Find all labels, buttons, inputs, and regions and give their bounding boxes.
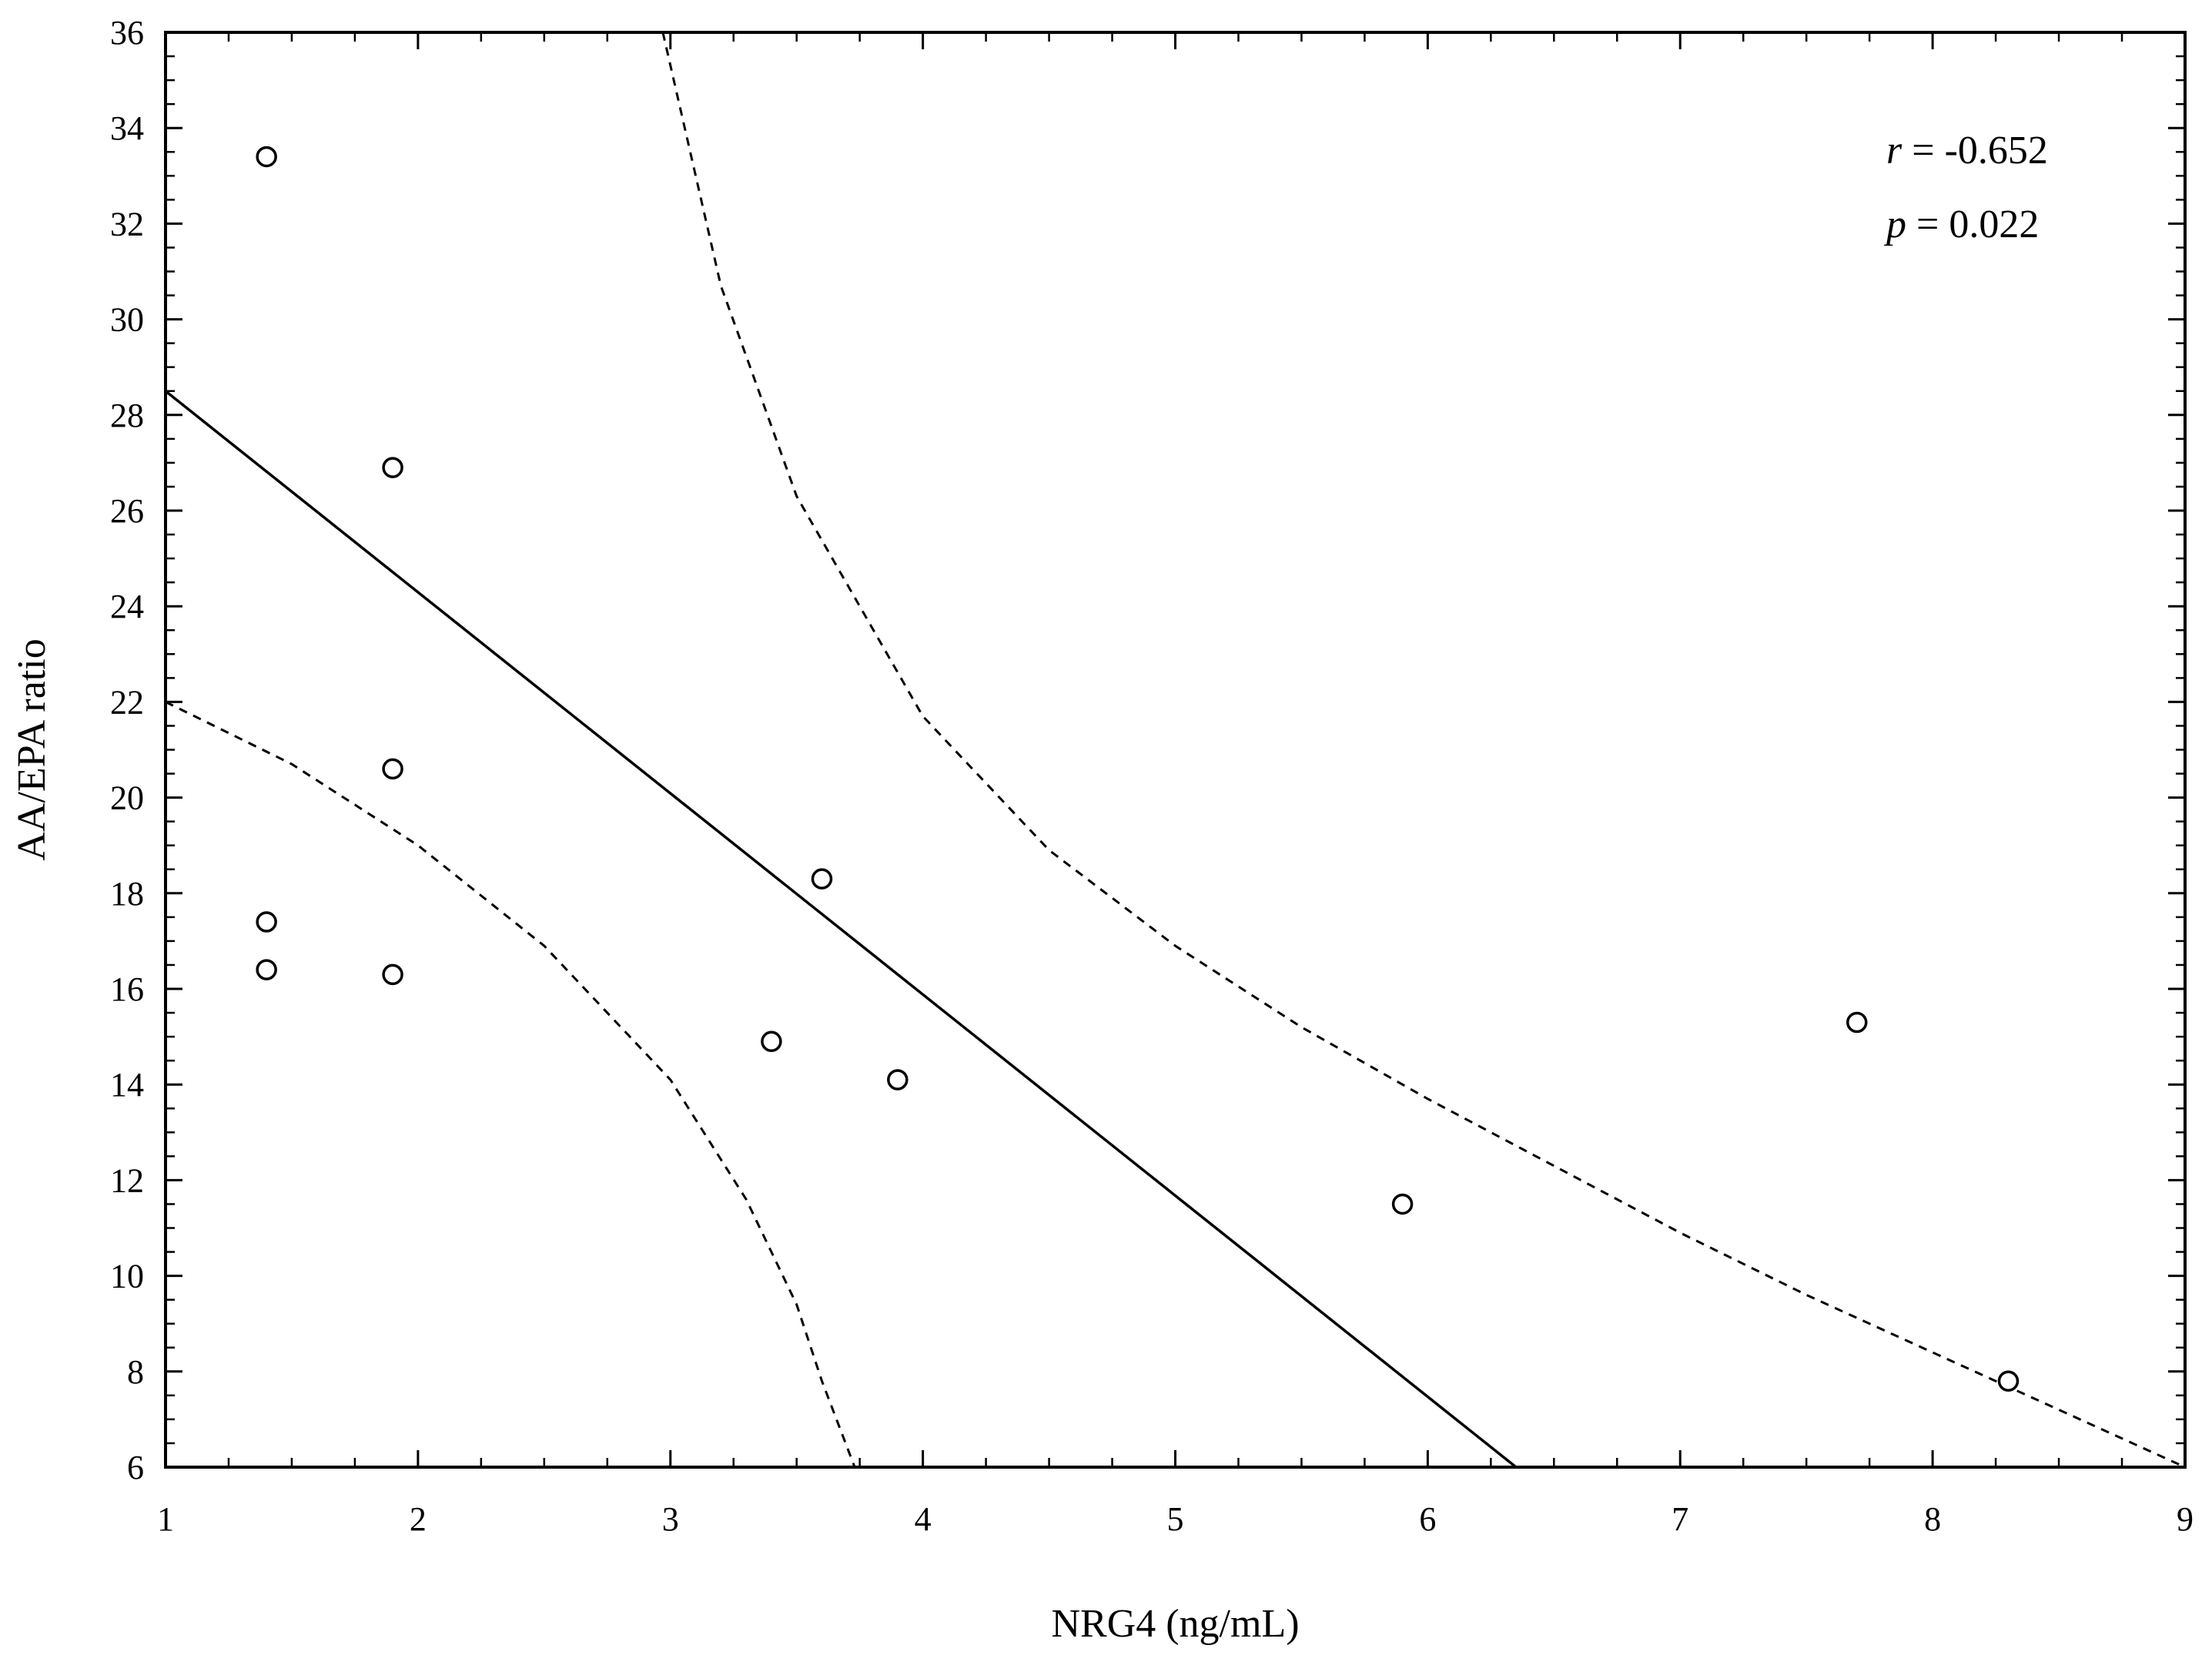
y-tick-label: 18 bbox=[110, 875, 144, 913]
data-point bbox=[256, 911, 277, 933]
data-point bbox=[382, 457, 403, 478]
y-tick-label: 24 bbox=[110, 588, 144, 625]
fit-curves bbox=[164, 32, 2186, 1469]
y-tick-label: 26 bbox=[110, 492, 144, 530]
r-symbol: r bbox=[1886, 129, 1902, 173]
correlation-r-annotation: r = -0.652 bbox=[1886, 129, 2048, 173]
y-tick-label: 22 bbox=[110, 683, 144, 721]
y-tick-label: 16 bbox=[110, 970, 144, 1008]
data-point bbox=[811, 868, 833, 890]
x-tick-label: 7 bbox=[1672, 1500, 1688, 1538]
y-tick-label: 30 bbox=[110, 301, 144, 339]
y-tick-label: 8 bbox=[127, 1353, 144, 1391]
confidence-band-upper bbox=[661, 32, 2186, 1469]
y-tick-label: 32 bbox=[110, 205, 144, 243]
x-axis-ticks: 1 2 3 4 5 6 7 8 9 bbox=[157, 32, 2194, 1538]
x-tick-label: 9 bbox=[2177, 1500, 2194, 1538]
data-point bbox=[761, 1030, 782, 1053]
x-tick-label: 5 bbox=[1167, 1500, 1184, 1538]
x-tick-label: 6 bbox=[1419, 1500, 1436, 1538]
y-tick-label: 6 bbox=[127, 1449, 144, 1486]
data-point bbox=[887, 1069, 909, 1091]
y-tick-label: 36 bbox=[110, 14, 144, 52]
y-tick-label: 10 bbox=[110, 1258, 144, 1295]
x-tick-label: 4 bbox=[915, 1500, 932, 1538]
data-point bbox=[256, 146, 277, 168]
data-point bbox=[256, 959, 277, 980]
y-axis-title: AA/EPA ratio bbox=[10, 638, 54, 860]
confidence-band-lower bbox=[165, 701, 856, 1468]
y-tick-label: 14 bbox=[110, 1066, 144, 1104]
data-point bbox=[382, 758, 403, 780]
y-tick-label: 12 bbox=[110, 1161, 144, 1199]
data-points bbox=[256, 146, 2020, 1392]
p-value: = 0.022 bbox=[1906, 203, 2039, 246]
p-symbol: p bbox=[1883, 203, 1906, 246]
regression-line bbox=[164, 390, 1518, 1469]
data-point bbox=[1846, 1011, 1868, 1034]
data-point bbox=[382, 963, 403, 986]
r-value: = -0.652 bbox=[1902, 129, 2048, 173]
y-tick-label: 28 bbox=[110, 397, 144, 434]
data-point bbox=[1391, 1193, 1414, 1215]
data-point bbox=[1997, 1370, 2020, 1392]
y-axis-ticks: 6 8 10 12 14 16 18 20 22 24 26 28 30 32 34 36 bbox=[110, 14, 2185, 1486]
y-tick-label: 20 bbox=[110, 779, 144, 817]
x-tick-label: 3 bbox=[662, 1500, 679, 1538]
x-tick-label: 2 bbox=[410, 1500, 427, 1538]
y-tick-label: 34 bbox=[110, 109, 144, 147]
p-value-annotation: p = 0.022 bbox=[1883, 203, 2039, 246]
x-axis-title: NRG4 (ng/mL) bbox=[1051, 1602, 1299, 1646]
x-tick-label: 8 bbox=[1924, 1500, 1941, 1538]
x-tick-label: 1 bbox=[157, 1500, 174, 1538]
